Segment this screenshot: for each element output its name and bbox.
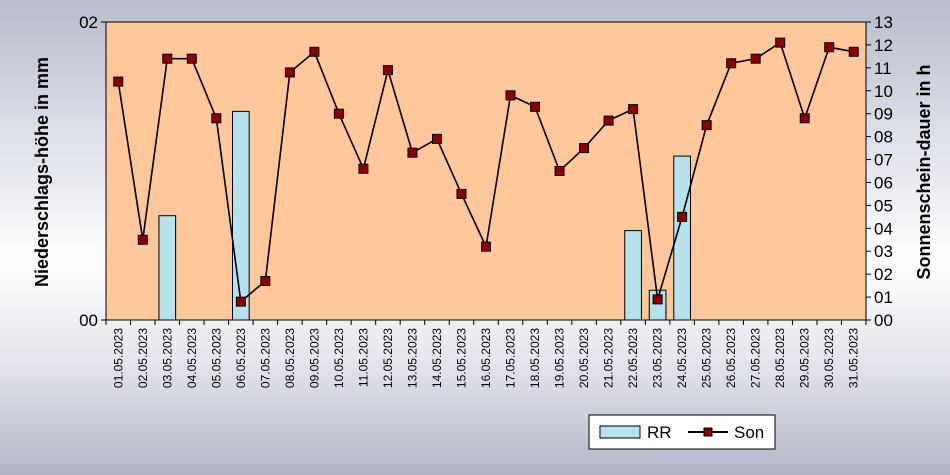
son-marker: [750, 53, 761, 64]
x-tick-label: 14.05.2023: [430, 328, 444, 388]
x-tick-label: 06.05.2023: [234, 328, 248, 388]
son-marker: [579, 143, 590, 154]
x-tick-label: 20.05.2023: [577, 328, 591, 388]
x-tick-label: 09.05.2023: [307, 328, 321, 388]
x-tick-label: 29.05.2023: [798, 328, 812, 388]
x-tick-label: 27.05.2023: [749, 328, 763, 388]
x-tick-label: 22.05.2023: [626, 328, 640, 388]
x-tick-label: 25.05.2023: [700, 328, 714, 388]
y2-tick-label: 10: [874, 82, 893, 101]
x-tick-label: 16.05.2023: [479, 328, 493, 388]
son-marker: [824, 42, 835, 53]
x-tick-label: 04.05.2023: [185, 328, 199, 388]
son-marker: [284, 67, 295, 78]
x-tick-label: 13.05.2023: [405, 328, 419, 388]
y2-tick-label: 00: [874, 311, 893, 330]
x-tick-label: 18.05.2023: [528, 328, 542, 388]
son-marker: [137, 234, 148, 245]
legend-son-marker: [703, 427, 713, 437]
son-marker: [309, 46, 320, 57]
y2-tick-label: 08: [874, 128, 893, 147]
son-marker: [358, 163, 369, 174]
y2-tick-label: 12: [874, 36, 893, 55]
x-tick-label: 24.05.2023: [675, 328, 689, 388]
x-tick-label: 08.05.2023: [283, 328, 297, 388]
x-tick-label: 11.05.2023: [356, 328, 370, 387]
y2-tick-label: 07: [874, 151, 893, 170]
legend-rr-swatch: [599, 425, 641, 439]
y-axis-right-title: Sonnenschein-dauer in h: [914, 64, 934, 279]
rr-bar: [158, 215, 177, 321]
son-marker: [481, 241, 491, 252]
y-axis-left-ticks: 00 02: [79, 13, 106, 330]
y2-tick-label: 11: [874, 59, 892, 78]
son-marker: [530, 101, 541, 112]
x-tick-label: 28.05.2023: [773, 328, 787, 388]
x-tick-label: 26.05.2023: [724, 328, 738, 388]
legend: RR Son: [588, 414, 776, 450]
son-marker: [603, 115, 614, 126]
son-marker: [677, 211, 688, 222]
y2-tick-label: 09: [874, 105, 893, 124]
y-axis-left-title: Niederschlags-höhe in mm: [32, 57, 52, 287]
x-tick-label: 10.05.2023: [332, 328, 346, 388]
x-tick-label: 03.05.2023: [160, 328, 174, 388]
son-marker: [701, 120, 712, 131]
plot-area: [105, 21, 867, 321]
rr-bar: [624, 230, 642, 321]
x-tick-label: 05.05.2023: [209, 328, 223, 388]
x-tick-label: 15.05.2023: [454, 328, 468, 388]
rr-bar: [232, 110, 250, 321]
rr-bar: [673, 155, 691, 321]
son-marker: [382, 65, 393, 76]
y2-tick-label: 04: [874, 219, 893, 238]
x-tick-label: 19.05.2023: [553, 328, 567, 388]
son-marker: [333, 108, 344, 119]
x-tick-label: 07.05.2023: [258, 328, 272, 388]
son-marker: [726, 58, 737, 69]
y-axis-right-ticks: 00 01 02 03 04 05 06 07 08 09 10 11 12 13: [866, 13, 893, 330]
x-tick-label: 01.05.2023: [111, 328, 125, 388]
y2-tick-label: 05: [874, 196, 893, 215]
son-marker: [162, 53, 173, 64]
son-line-layer: [113, 37, 859, 307]
x-tick-label: 12.05.2023: [381, 328, 395, 388]
son-marker: [775, 37, 786, 48]
x-tick-label: 30.05.2023: [822, 328, 836, 388]
son-marker: [628, 104, 639, 115]
x-tick-label: 02.05.2023: [136, 328, 150, 388]
son-marker: [799, 113, 810, 124]
x-tick-label: 17.05.2023: [504, 328, 518, 388]
son-marker: [211, 113, 222, 124]
y-tick-label: 00: [79, 311, 98, 330]
x-tick-label: 21.05.2023: [602, 328, 616, 388]
x-tick-label: 31.05.2023: [847, 328, 861, 388]
y2-tick-label: 13: [874, 13, 893, 32]
y-tick-label: 02: [79, 13, 98, 32]
x-axis-ticks: 01.05.2023 02.05.2023 03.05.2023 04.05.2023…: [105, 320, 867, 388]
son-marker: [113, 76, 124, 87]
son-marker: [235, 296, 246, 307]
legend-son-label: Son: [734, 423, 764, 442]
y2-tick-label: 01: [874, 288, 893, 307]
y2-tick-label: 06: [874, 173, 893, 192]
legend-rr-label: RR: [647, 423, 672, 442]
son-marker: [407, 147, 418, 158]
y2-tick-label: 03: [874, 242, 893, 261]
son-marker: [186, 53, 197, 64]
son-marker: [652, 294, 663, 305]
y2-tick-label: 02: [874, 265, 893, 284]
son-marker: [431, 133, 442, 144]
x-tick-label: 23.05.2023: [651, 328, 665, 388]
son-marker: [456, 188, 467, 199]
son-marker: [554, 166, 565, 176]
rr-bars: [158, 110, 691, 321]
son-marker: [505, 90, 516, 101]
son-marker: [260, 276, 271, 287]
son-marker: [848, 46, 859, 57]
